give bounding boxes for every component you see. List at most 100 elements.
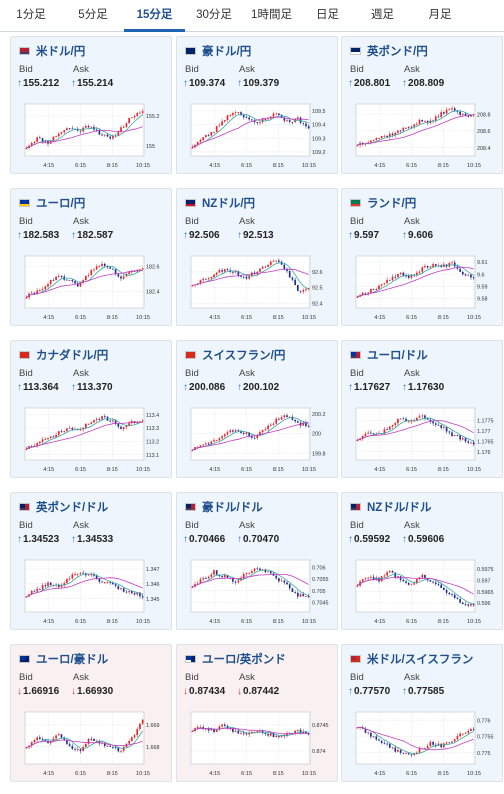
chart-area[interactable]: 1.1775 1.177 1.1765 1.176 4:15 6:15 8:15 10:15 bbox=[347, 401, 499, 475]
pair-name-link[interactable]: 米ドル/円 bbox=[36, 46, 86, 58]
candle bbox=[307, 288, 310, 290]
pair-name-link[interactable]: ユーロ/ドル bbox=[367, 350, 428, 362]
candle bbox=[237, 112, 240, 113]
rate-card[interactable]: カナダドル/円 Bid Ask ↑113.364 ↑113.370 113.4 113.3 1… bbox=[10, 340, 172, 478]
rate-card[interactable]: ユーロ/ドル Bid Ask ↑1.17627 ↑1.17630 1.1775 1.177 1… bbox=[341, 340, 503, 478]
rate-card[interactable]: 英ポンド/円 Bid Ask ↑208.801 ↑208.809 208.8 208.6 20… bbox=[341, 36, 503, 174]
chart-area[interactable]: 1.669 1.668 4:15 6:15 8:15 10:15 bbox=[16, 705, 168, 779]
candle bbox=[256, 435, 259, 439]
tab-4[interactable]: 30分足 bbox=[196, 9, 232, 21]
pair-name-link[interactable]: カナダドル/円 bbox=[36, 350, 109, 362]
candle bbox=[464, 274, 467, 276]
bid-label: Bid bbox=[350, 368, 364, 379]
rate-card[interactable]: 米ドル/円 Bid Ask ↑155.212 ↑155.214 155.2 155 4:15 6… bbox=[10, 36, 172, 174]
chart-area[interactable]: 155.2 155 4:15 6:15 8:15 10:15 bbox=[16, 97, 168, 171]
candle bbox=[432, 581, 434, 583]
pair-name-link[interactable]: ユーロ/英ポンド bbox=[202, 654, 286, 666]
bid-price: 0.70466 bbox=[189, 534, 226, 545]
tab-7[interactable]: 週足 bbox=[371, 9, 394, 21]
chart-area[interactable]: 200.2 200 199.8 4:15 6:15 8:15 10:15 bbox=[182, 401, 334, 475]
pair-name-link[interactable]: 豪ドル/円 bbox=[202, 46, 252, 58]
y-tick-label: 155 bbox=[146, 144, 155, 150]
ask-value: ↑200.102 bbox=[237, 382, 279, 393]
candle bbox=[223, 575, 226, 578]
rate-card[interactable]: ユーロ/英ポンド Bid Ask ↓0.87434 ↓0.87442 0.8745 0.87… bbox=[176, 644, 338, 782]
rate-card[interactable]: 豪ドル/ドル Bid Ask ↑0.70466 ↑0.70470 0.706 0.7055 0… bbox=[176, 492, 338, 630]
candle bbox=[453, 594, 456, 598]
candle bbox=[248, 572, 250, 574]
x-tick-label: 10:15 bbox=[136, 315, 150, 321]
rate-card[interactable]: 英ポンド/ドル Bid Ask ↑1.34523 ↑1.34533 1.347 1.346 1… bbox=[10, 492, 172, 630]
candle bbox=[440, 743, 443, 748]
y-tick-label: 208.8 bbox=[477, 112, 491, 118]
x-tick-label: 4:15 bbox=[209, 163, 220, 169]
candle bbox=[47, 437, 49, 440]
rate-card[interactable]: ユーロ/豪ドル Bid Ask ↓1.66916 ↓1.66930 1.669 1.668 4… bbox=[10, 644, 172, 782]
candle bbox=[356, 727, 359, 729]
pair-name-link[interactable]: スイスフラン/円 bbox=[202, 350, 286, 362]
chart-area[interactable]: 1.347 1.346 1.345 4:15 6:15 8:15 10:15 bbox=[16, 553, 168, 627]
tab-1[interactable]: 1分足 bbox=[16, 9, 46, 21]
pair-name-link[interactable]: 豪ドル/ドル bbox=[202, 502, 263, 514]
rate-card[interactable]: 豪ドル/円 Bid Ask ↑109.374 ↑109.379 109.5 109.4 109… bbox=[176, 36, 338, 174]
chart-area[interactable]: 113.4 113.3 113.2 113.1 4:15 6:15 8:15 10:15 bbox=[16, 401, 168, 475]
pair-name-link[interactable]: 英ポンド/円 bbox=[367, 46, 428, 58]
candle bbox=[44, 286, 47, 290]
candle bbox=[267, 425, 269, 430]
candle bbox=[242, 732, 245, 734]
pair-name-link[interactable]: ユーロ/円 bbox=[36, 198, 86, 210]
bid-price: 0.77570 bbox=[354, 686, 391, 697]
pair-name-link[interactable]: 米ドル/スイスフラン bbox=[367, 654, 474, 666]
tab-3[interactable]: 15分足 bbox=[124, 0, 185, 32]
rate-card[interactable]: NZドル/円 Bid Ask ↑92.506 ↑92.513 92.6 92.5 92.4 4:… bbox=[176, 188, 338, 326]
x-tick-label: 10:15 bbox=[136, 619, 150, 625]
chart-area[interactable]: 0.5975 0.597 0.5965 0.596 4:15 6:15 8:15 10:15 bbox=[347, 553, 499, 627]
pair-name-link[interactable]: 英ポンド/ドル bbox=[36, 502, 109, 514]
candle bbox=[429, 266, 432, 268]
ask-value: ↑1.34533 bbox=[71, 534, 113, 545]
pair-name-link[interactable]: ユーロ/豪ドル bbox=[36, 654, 109, 666]
candle bbox=[128, 740, 130, 744]
rate-card[interactable]: NZドル/ドル Bid Ask ↑0.59592 ↑0.59606 0.5975 0.597… bbox=[341, 492, 503, 630]
y-tick-label: 113.2 bbox=[146, 440, 159, 446]
x-tick-label: 4:15 bbox=[374, 467, 385, 473]
rate-card[interactable]: ユーロ/円 Bid Ask ↑182.583 ↑182.587 182.6 182.4 4:1… bbox=[10, 188, 172, 326]
candle bbox=[445, 742, 448, 744]
candle bbox=[248, 117, 250, 120]
candle bbox=[210, 441, 213, 445]
chart-area[interactable]: 208.8 208.6 208.4 4:15 6:15 8:15 10:15 bbox=[347, 97, 499, 171]
candle bbox=[221, 724, 223, 727]
chart-area[interactable]: 0.8745 0.874 4:15 6:15 8:15 10:15 bbox=[182, 705, 334, 779]
pair-name-link[interactable]: NZドル/円 bbox=[202, 198, 256, 210]
tab-2[interactable]: 5分足 bbox=[78, 9, 108, 21]
chart-area[interactable]: 182.6 182.4 4:15 6:15 8:15 10:15 bbox=[16, 249, 168, 323]
candle bbox=[33, 292, 36, 294]
candle bbox=[402, 418, 405, 420]
rate-card[interactable]: スイスフラン/円 Bid Ask ↑200.086 ↑200.102 200.2 200 19… bbox=[176, 340, 338, 478]
candle bbox=[234, 581, 237, 583]
rate-card[interactable]: ランド/円 Bid Ask ↑9.597 ↑9.606 9.61 9.6 9.59 9.58 4:… bbox=[341, 188, 503, 326]
chart-area[interactable]: 9.61 9.6 9.59 9.58 4:15 6:15 8:15 10:15 bbox=[347, 249, 499, 323]
chart-area[interactable]: 0.706 0.7055 0.705 0.7045 4:15 6:15 8:15 10:15 bbox=[182, 553, 334, 627]
candle bbox=[232, 430, 234, 432]
x-tick-label: 10:15 bbox=[302, 163, 316, 169]
candle bbox=[283, 580, 286, 583]
tab-5[interactable]: 1時間足 bbox=[251, 9, 292, 21]
candle bbox=[302, 422, 305, 426]
candle bbox=[76, 128, 79, 131]
tab-6[interactable]: 日足 bbox=[316, 9, 339, 21]
y-tick-label: 9.59 bbox=[477, 284, 488, 290]
pair-name-link[interactable]: NZドル/ドル bbox=[367, 502, 432, 514]
chart-area[interactable]: 0.776 0.7755 0.775 4:15 6:15 8:15 10:15 bbox=[347, 705, 499, 779]
candle bbox=[413, 420, 415, 422]
pair-name-link[interactable]: ランド/円 bbox=[367, 198, 417, 210]
chart-area[interactable]: 92.6 92.5 92.4 4:15 6:15 8:15 10:15 bbox=[182, 249, 334, 323]
ask-label: Ask bbox=[239, 368, 255, 379]
x-tick-label: 8:15 bbox=[107, 467, 118, 473]
chart-area[interactable]: 109.5 109.4 109.3 109.2 4:15 6:15 8:15 10:15 bbox=[182, 97, 334, 171]
x-tick-label: 8:15 bbox=[107, 315, 118, 321]
candle bbox=[240, 732, 242, 734]
tab-8[interactable]: 月足 bbox=[428, 9, 452, 21]
candle bbox=[109, 582, 112, 583]
rate-card[interactable]: 米ドル/スイスフラン Bid Ask ↑0.77570 ↑0.77585 0.776 0.7… bbox=[341, 644, 503, 782]
